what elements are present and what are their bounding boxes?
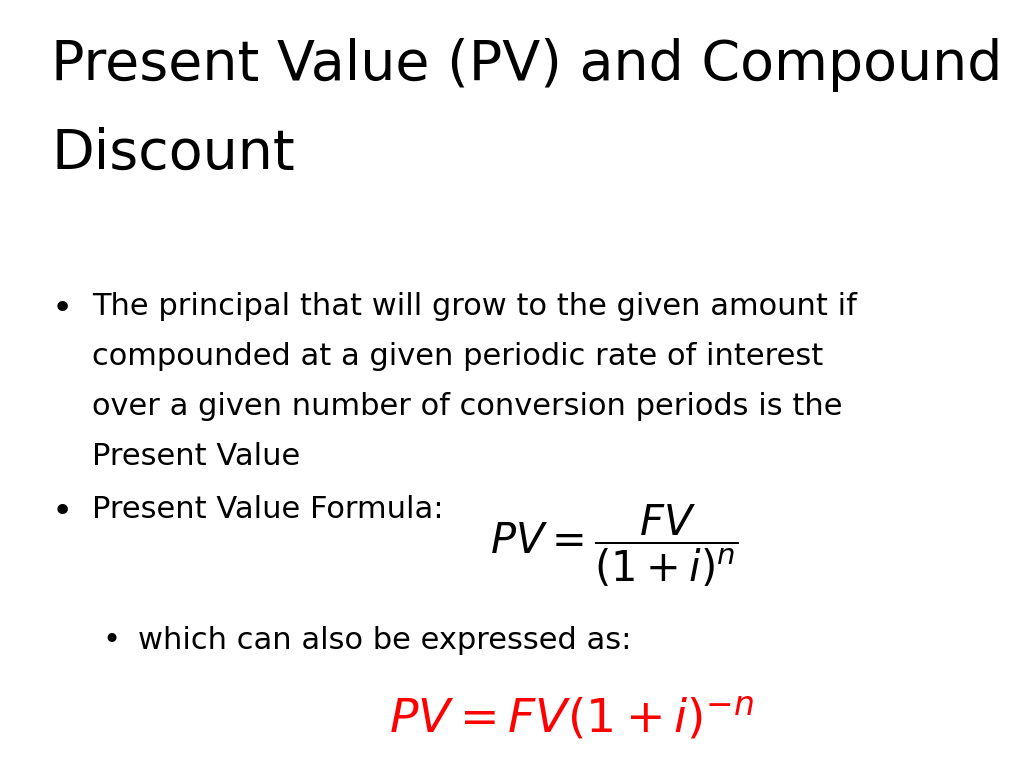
- Text: $PV = \dfrac{FV}{(1 + i)^{n}}$: $PV = \dfrac{FV}{(1 + i)^{n}}$: [490, 503, 738, 589]
- Text: Present Value (PV) and Compound: Present Value (PV) and Compound: [51, 38, 1002, 92]
- Text: which can also be expressed as:: which can also be expressed as:: [138, 626, 632, 655]
- Text: $PV = FV(1 + i)^{-n}$: $PV = FV(1 + i)^{-n}$: [389, 695, 755, 743]
- Text: Present Value Formula:: Present Value Formula:: [92, 495, 443, 525]
- Text: compounded at a given periodic rate of interest: compounded at a given periodic rate of i…: [92, 342, 823, 371]
- Text: The principal that will grow to the given amount if: The principal that will grow to the give…: [92, 292, 857, 321]
- Text: Present Value: Present Value: [92, 442, 300, 471]
- Text: •: •: [51, 495, 73, 529]
- Text: over a given number of conversion periods is the: over a given number of conversion period…: [92, 392, 843, 421]
- Text: •: •: [102, 626, 121, 655]
- Text: •: •: [51, 292, 73, 326]
- Text: Discount: Discount: [51, 127, 295, 180]
